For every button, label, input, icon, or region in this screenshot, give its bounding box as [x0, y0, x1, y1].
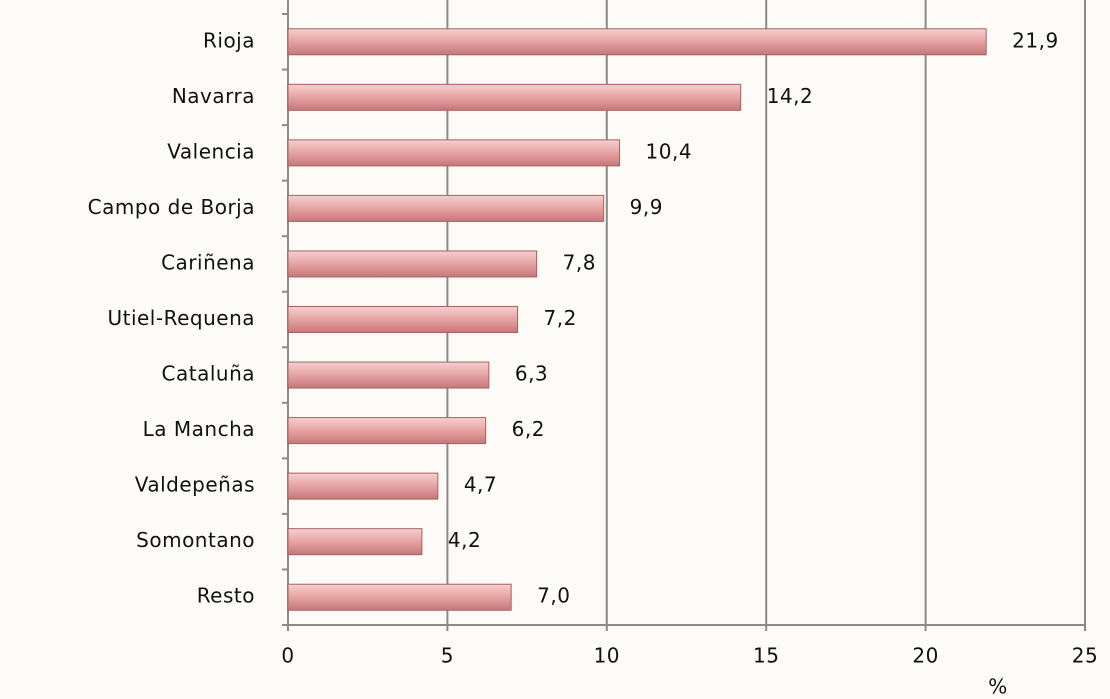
value-label: 7,2 — [544, 306, 577, 330]
value-label: 9,9 — [630, 195, 663, 219]
value-label: 10,4 — [646, 139, 693, 163]
x-tick-label: 15 — [753, 644, 779, 668]
bar — [287, 528, 423, 556]
x-tick-label: 0 — [281, 644, 294, 668]
y-tick-label: Valencia — [167, 139, 255, 163]
x-tick-label: 5 — [441, 644, 454, 668]
bar — [287, 139, 621, 167]
bar — [287, 472, 439, 500]
value-label: 14,2 — [767, 84, 814, 108]
bar — [287, 250, 538, 278]
bar — [287, 28, 987, 56]
y-tick-label: Somontano — [136, 528, 255, 552]
y-tick-label: Resto — [197, 584, 255, 608]
bar — [287, 361, 490, 389]
x-axis-label: % — [988, 675, 1008, 699]
value-label: 4,7 — [464, 473, 497, 497]
y-tick-label: Navarra — [172, 84, 255, 108]
value-label: 7,0 — [537, 584, 570, 608]
bar — [287, 194, 605, 222]
x-tick-label: 20 — [912, 644, 938, 668]
value-label: 4,2 — [448, 528, 481, 552]
x-tick-label: 10 — [594, 644, 620, 668]
y-tick-label: Cataluña — [162, 362, 255, 386]
value-label: 7,8 — [563, 250, 596, 274]
y-tick-label: Cariñena — [161, 250, 255, 274]
y-tick-label: Valdepeñas — [135, 473, 255, 497]
value-label: 6,2 — [512, 417, 545, 441]
y-tick-label: Rioja — [203, 28, 255, 52]
value-label: 21,9 — [1012, 28, 1059, 52]
bar — [287, 583, 512, 611]
y-tick-label: Utiel-Requena — [107, 306, 255, 330]
value-label: 6,3 — [515, 362, 548, 386]
bar — [287, 306, 519, 333]
y-tick-label: Campo de Borja — [88, 195, 255, 219]
bar — [287, 83, 742, 111]
y-tick-label: La Mancha — [143, 417, 255, 441]
bar — [287, 417, 487, 445]
x-tick-label: 25 — [1072, 644, 1098, 668]
